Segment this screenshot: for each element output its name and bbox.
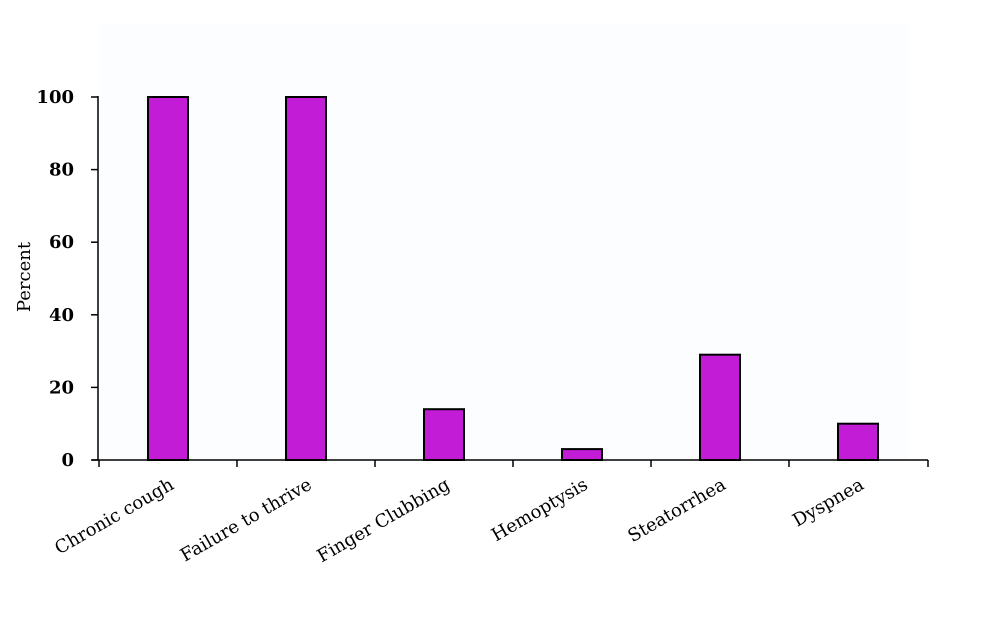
y-tick-label-0: 0 [61, 450, 74, 471]
y-axis-title: Percent [14, 241, 35, 312]
plot-background [100, 25, 908, 460]
x-category-label-hemoptysis: Hemoptysis [488, 474, 592, 546]
bar-failure-to-thrive [285, 96, 327, 461]
y-tick-label-20: 20 [49, 377, 74, 398]
y-tick-label-40: 40 [49, 305, 74, 326]
y-tick-label-60: 60 [49, 232, 74, 253]
bar-chronic-cough [147, 96, 189, 461]
x-category-label-steatorrhea: Steatorrhea [624, 474, 729, 547]
y-tick-label-80: 80 [49, 160, 74, 181]
bar-finger-clubbing [423, 408, 465, 462]
x-category-label-chronic-cough: Chronic cough [51, 474, 178, 559]
bar-dyspnea [837, 422, 879, 462]
bar-steatorrhea [699, 353, 741, 462]
axes-layer [91, 96, 929, 467]
y-tick-label-100: 100 [36, 87, 74, 108]
x-category-label-failure-to-thrive: Failure to thrive [177, 474, 316, 566]
x-category-label-finger-clubbing: Finger Clubbing [314, 474, 454, 567]
x-category-label-dyspnea: Dyspnea [789, 474, 868, 531]
bars-layer [147, 96, 879, 462]
bar-hemoptysis [561, 448, 603, 462]
